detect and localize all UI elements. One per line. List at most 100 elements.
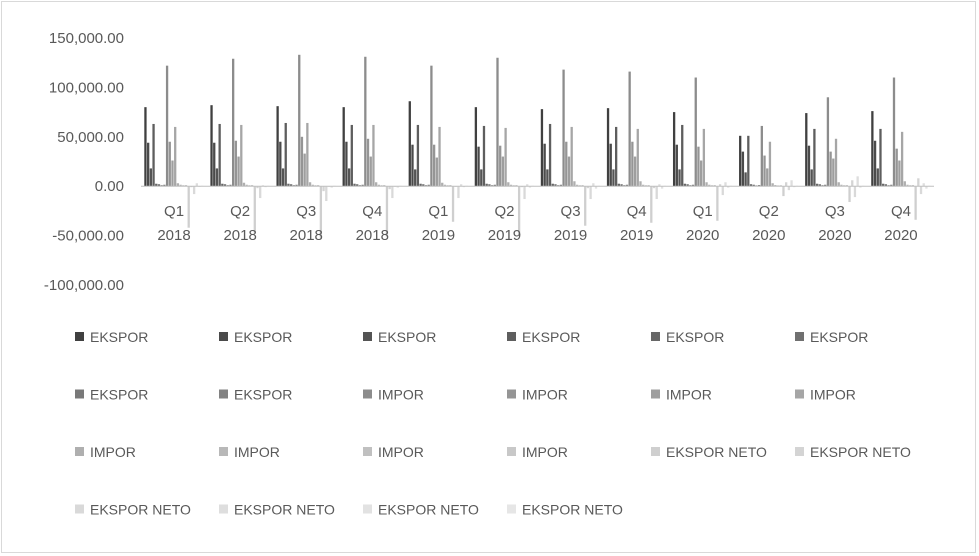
legend-swatch (507, 447, 516, 456)
bar (882, 183, 885, 187)
legend-swatch (651, 389, 660, 399)
bar (818, 184, 821, 187)
bar (785, 182, 788, 187)
bar (504, 127, 507, 187)
bar (256, 186, 259, 189)
legend-swatch (219, 332, 228, 341)
bar (727, 186, 730, 188)
bar (650, 186, 653, 223)
bar (763, 155, 766, 187)
bar (859, 186, 862, 188)
bar (253, 186, 256, 233)
x-tick-label-quarter: Q3 (825, 203, 845, 220)
bar (895, 148, 898, 187)
legend-label: EKSPOR NETO (522, 502, 623, 518)
bar (922, 183, 925, 187)
bar (903, 181, 906, 187)
legend: EKSPOR EKSPOR EKSPOR EKSPOR EKSPOR EKSPOR EKSP… (75, 329, 911, 518)
x-tick-label-year: 2018 (290, 227, 323, 244)
bar (430, 65, 433, 187)
bar (342, 107, 345, 187)
y-tick-label: -50,000.00 (52, 228, 124, 245)
bar (165, 65, 169, 187)
legend-swatch (651, 332, 660, 341)
legend-label: EKSPOR NETO (810, 444, 911, 460)
bar (741, 151, 745, 187)
bar (771, 183, 774, 187)
bar (851, 180, 854, 187)
bar (493, 184, 496, 187)
bar (303, 153, 306, 187)
bar (179, 184, 182, 187)
bar (584, 186, 587, 226)
bar (892, 77, 896, 187)
bar (460, 184, 463, 187)
bar (925, 186, 928, 189)
bar (168, 141, 171, 187)
bar (528, 186, 532, 188)
bar (807, 145, 811, 187)
bar (681, 124, 684, 187)
x-tick-label-year: 2019 (422, 227, 455, 244)
bar (501, 156, 505, 187)
bar (311, 184, 314, 187)
bar (157, 184, 161, 187)
legend-swatch (75, 504, 84, 514)
bar (647, 185, 650, 187)
bar (675, 144, 678, 187)
legend-label: EKSPOR (90, 387, 148, 403)
bar (383, 185, 386, 187)
bar (871, 111, 874, 187)
legend-label: EKSPOR (666, 329, 724, 345)
bar (411, 144, 414, 187)
bar (790, 180, 793, 187)
bar (496, 57, 499, 187)
y-tick-label: 150,000.00 (49, 30, 124, 47)
bar (631, 141, 634, 187)
bar (347, 168, 351, 187)
bar (485, 183, 488, 187)
bar (298, 54, 301, 187)
legend-swatch (75, 389, 84, 399)
x-tick-label-quarter: Q1 (428, 203, 448, 220)
bar (240, 124, 243, 187)
bar (361, 184, 364, 187)
bar (834, 138, 838, 187)
x-tick-label-year: 2020 (752, 227, 785, 244)
bar (702, 128, 706, 187)
legend-swatch (75, 447, 84, 456)
x-tick-label-quarter: Q4 (891, 203, 911, 220)
legend-swatch (507, 504, 516, 514)
legend-label: EKSPOR (522, 329, 580, 345)
bar (592, 183, 595, 187)
legend-label: EKSPOR (90, 329, 148, 345)
legend-label: IMPOR (810, 387, 856, 403)
x-tick-label-year: 2018 (223, 227, 256, 244)
bar (234, 140, 238, 187)
bar (149, 168, 153, 187)
bar (914, 186, 917, 220)
bar (642, 184, 645, 187)
bar (441, 182, 444, 187)
bar (279, 141, 282, 187)
legend-label: IMPOR (378, 387, 424, 403)
x-tick-label-year: 2019 (554, 227, 587, 244)
bar (678, 169, 681, 187)
legend-label: EKSPOR NETO (234, 502, 335, 518)
bar (752, 184, 755, 187)
bar (890, 184, 893, 187)
legend-swatch (651, 447, 660, 456)
bar (451, 186, 455, 222)
bar (655, 186, 658, 200)
bar (322, 186, 325, 192)
y-tick-label: 100,000.00 (49, 79, 124, 96)
bar (628, 71, 631, 187)
bar (744, 172, 747, 187)
x-tick-label-year: 2020 (686, 227, 719, 244)
legend-swatch (219, 447, 228, 456)
x-tick-label-quarter: Q2 (759, 203, 779, 220)
bar (221, 183, 224, 187)
bar (832, 158, 835, 187)
bar (237, 156, 240, 187)
bar (317, 185, 320, 187)
